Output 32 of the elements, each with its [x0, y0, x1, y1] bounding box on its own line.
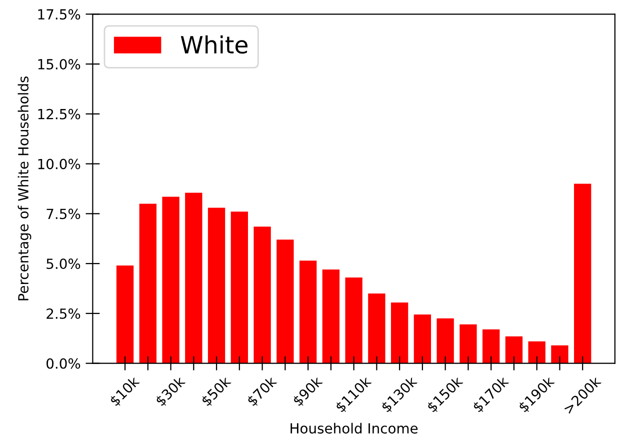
- bar: [551, 345, 568, 364]
- bar: [322, 270, 340, 364]
- bar: [230, 212, 248, 364]
- bar: [208, 208, 226, 364]
- bar: [185, 192, 202, 364]
- bar: [482, 329, 500, 364]
- y-tick-label: 7.5%: [46, 208, 80, 220]
- y-tick-label: 10.0%: [38, 158, 80, 170]
- bar: [436, 318, 454, 364]
- bar: [574, 184, 592, 364]
- bar: [254, 226, 271, 364]
- y-tick-label: 2.5%: [46, 308, 80, 319]
- bar: [368, 293, 386, 364]
- bar: [299, 260, 317, 364]
- bar: [345, 278, 362, 364]
- bar: [390, 302, 408, 364]
- y-tick-label: 0.0%: [46, 358, 80, 369]
- y-tick-label: 12.5%: [38, 108, 80, 120]
- y-tick-label: 15.0%: [38, 58, 80, 70]
- legend-label: White: [180, 35, 248, 54]
- y-tick-label: 17.5%: [38, 9, 80, 20]
- x-axis-title: Household Income: [290, 422, 418, 434]
- bar: [276, 240, 294, 364]
- y-tick-label: 5.0%: [46, 258, 80, 270]
- bar: [116, 266, 134, 364]
- bar: [528, 341, 546, 364]
- bar: [505, 336, 523, 364]
- bar: [460, 324, 477, 364]
- y-axis-title: Percentage of White Households: [18, 76, 32, 300]
- bar: [139, 204, 156, 364]
- bar: [414, 314, 432, 364]
- bar: [162, 196, 180, 364]
